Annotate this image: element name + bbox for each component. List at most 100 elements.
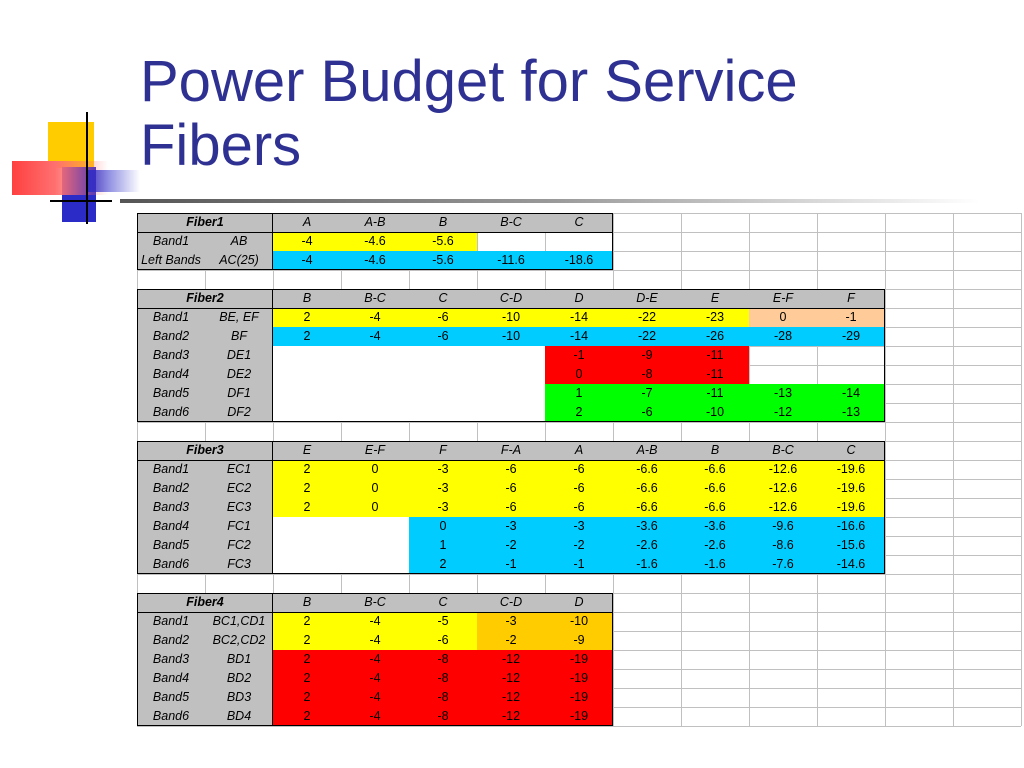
band-fiber-label-cell: BD1 [226,652,252,667]
power-value-cell: -1 [477,555,545,574]
power-value-cell: -14.6 [817,555,885,574]
segment-header-cell: C [438,595,448,610]
band-fiber-label-cell: BD4 [226,709,252,724]
power-value-cell: -3 [409,479,477,498]
band-name-cell: Band1 [152,234,190,249]
grid-vline [1021,213,1022,726]
table-header-divider [137,612,613,613]
segment-header-cell: C-D [499,595,523,610]
power-value-cell: -26 [681,327,749,346]
segment-header-cell: B [302,291,312,306]
band-fiber-label-cell: BE, EF [219,310,259,325]
power-value-cell: -28 [749,327,817,346]
power-value-cell: -6.6 [613,498,681,517]
segment-header-cell: C [438,291,448,306]
band-name-cell: Band3 [152,652,190,667]
power-value-cell: -4 [341,669,409,688]
power-value-cell: -4 [341,707,409,726]
power-value-cell: -1 [545,555,613,574]
power-value-cell: -4.6 [341,232,409,251]
power-value-cell: -9 [545,631,613,650]
power-value-cell: -3 [409,498,477,517]
blue-gradient-bar-decoration [86,170,140,192]
power-value-cell: -19.6 [817,460,885,479]
empty-cell [409,384,477,403]
power-value-cell: -10 [477,327,545,346]
table-header-divider [137,232,613,233]
power-value-cell: -4 [273,232,341,251]
band-name-cell: Band6 [152,709,190,724]
empty-cell [273,517,341,536]
band-name-cell: Band6 [152,405,190,420]
grid-hline [137,422,1021,423]
band-fiber-label-cell: BD3 [226,690,252,705]
power-value-cell: -2 [477,631,545,650]
horizontal-line-decoration [50,200,112,202]
band-name-cell: Band4 [152,367,190,382]
power-value-cell: -2.6 [613,536,681,555]
table-header-band [137,213,613,232]
power-value-cell: 1 [409,536,477,555]
power-value-cell: -12.6 [749,498,817,517]
power-value-cell: -3.6 [613,517,681,536]
band-name-cell: Band5 [152,386,190,401]
band-fiber-label-cell: EC1 [226,462,252,477]
empty-cell [273,384,341,403]
table-border [137,213,613,270]
power-value-cell: 2 [545,403,613,422]
band-name-cell: Band6 [152,557,190,572]
power-value-cell: -14 [545,308,613,327]
power-value-cell: -2 [477,536,545,555]
grid-hline [137,574,1021,575]
power-value-cell: -6 [477,479,545,498]
band-name-cell: Band4 [152,671,190,686]
power-value-cell: -19 [545,650,613,669]
slide-title: Power Budget for Service Fibers [140,50,798,178]
power-value-cell: -10 [477,308,545,327]
empty-cell [341,403,409,422]
segment-header-cell: E [302,443,312,458]
power-value-cell: -1.6 [613,555,681,574]
power-value-cell: -8.6 [749,536,817,555]
power-value-cell: 2 [409,555,477,574]
table-header-band [137,289,885,308]
band-fiber-label-cell: FC3 [227,557,251,572]
empty-cell [341,517,409,536]
table-vertical-divider [272,441,273,574]
empty-cell [341,536,409,555]
slide-title-line-2: Fibers [140,113,302,178]
band-name-cell: Band3 [152,500,190,515]
segment-header-cell: C [846,443,856,458]
power-value-cell: -13 [817,403,885,422]
power-value-cell: -11 [681,365,749,384]
power-value-cell: -23 [681,308,749,327]
power-value-cell: -6 [545,498,613,517]
band-fiber-label-cell: FC2 [227,538,251,553]
empty-cell [341,346,409,365]
power-value-cell: -6 [545,460,613,479]
power-value-cell: -15.6 [817,536,885,555]
segment-header-cell: D-E [636,291,658,306]
power-value-cell: 0 [341,479,409,498]
power-value-cell: -6.6 [681,498,749,517]
power-value-cell: -1 [817,308,885,327]
power-value-cell: -1.6 [681,555,749,574]
empty-cell [341,365,409,384]
power-value-cell: -14 [545,327,613,346]
band-fiber-label-cell: BC1,CD1 [212,614,266,629]
power-value-cell: -22 [613,327,681,346]
band-name-cell: Band5 [152,538,190,553]
power-value-cell: -10 [545,612,613,631]
band-fiber-label-cell: DE1 [226,348,252,363]
band-fiber-label-cell: EC2 [226,481,252,496]
power-value-cell: -4 [273,251,341,270]
power-value-cell: -19.6 [817,498,885,517]
segment-header-cell: D [574,595,584,610]
band-fiber-label-cell: AC(25) [219,253,259,268]
power-value-cell: -2.6 [681,536,749,555]
segment-header-cell: A [302,215,312,230]
table-border [137,441,885,574]
empty-cell [273,555,341,574]
band-fiber-label-cell: AB [230,234,248,249]
table-vertical-divider [272,289,273,422]
